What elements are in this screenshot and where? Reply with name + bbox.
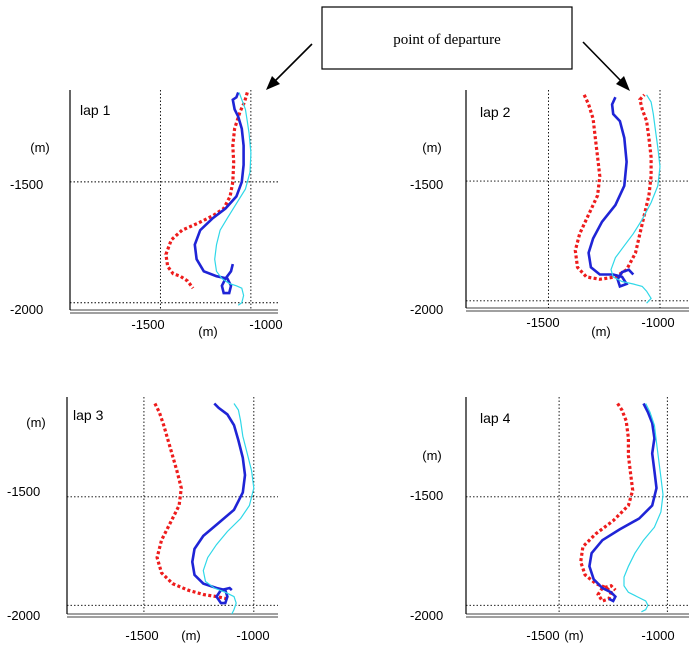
panel-label: lap 1 [80,102,111,118]
panel-lap-3: -1500 -1000 -1500 -2000 (m) (m) lap 3 [7,397,278,643]
x-unit-label: (m) [564,628,584,643]
x-unit-label: (m) [591,324,611,339]
y-tick-label: -2000 [410,608,443,623]
callout-box [321,6,573,70]
callout-arrow-right [582,41,623,83]
x-tick-label: -1500 [131,317,164,332]
series-red-line [153,402,228,601]
y-tick-label: -1500 [7,484,40,499]
x-tick-label: -1500 [125,628,158,643]
y-unit-label: (m) [30,140,50,155]
series-red-line [579,402,635,603]
y-tick-label: -1500 [410,488,443,503]
y-unit-label: (m) [422,448,442,463]
callout-arrow-left-head [266,76,280,90]
series-blue-line [587,96,635,289]
y-unit-label: (m) [422,140,442,155]
series-blue-line [190,402,247,605]
x-tick-label: -1500 [526,628,559,643]
x-unit-label: (m) [198,324,218,339]
panel-lap-2: -1500 -1000 -1500 -2000 (m) (m) lap 2 [410,90,689,339]
callout-arrow-left [273,43,313,83]
callout-label: point of departure [393,32,501,48]
series-cyan-line [610,94,661,304]
series-blue-line [588,402,658,603]
series-red-line [164,91,249,290]
y-tick-label: -1500 [410,177,443,192]
y-tick-label: -2000 [410,302,443,317]
series-red-line [573,93,653,281]
series-cyan-line [202,403,255,615]
series-blue-line [193,91,245,295]
panel-lap-1: -1500 -1000 -1500 -2000 (m) (m) lap 1 [10,90,283,339]
panel-label: lap 3 [73,407,104,423]
x-tick-label: -1000 [249,317,282,332]
series-cyan-line [623,403,664,613]
series-cyan-line [214,92,252,306]
y-tick-label: -1500 [10,177,43,192]
callout-arrow-right-head [616,76,630,91]
y-tick-label: -2000 [10,302,43,317]
x-unit-label: (m) [181,628,201,643]
x-tick-label: -1500 [526,315,559,330]
panel-label: lap 2 [480,104,511,120]
x-tick-label: -1000 [641,628,674,643]
x-tick-label: -1000 [236,628,269,643]
panel-label: lap 4 [480,410,511,426]
panel-lap-4: -1500 -1000 -1500 -2000 (m) (m) lap 4 [410,397,689,643]
x-tick-label: -1000 [641,315,674,330]
callout: point of departure [266,6,630,91]
y-tick-label: -2000 [7,608,40,623]
y-unit-label: (m) [26,415,46,430]
